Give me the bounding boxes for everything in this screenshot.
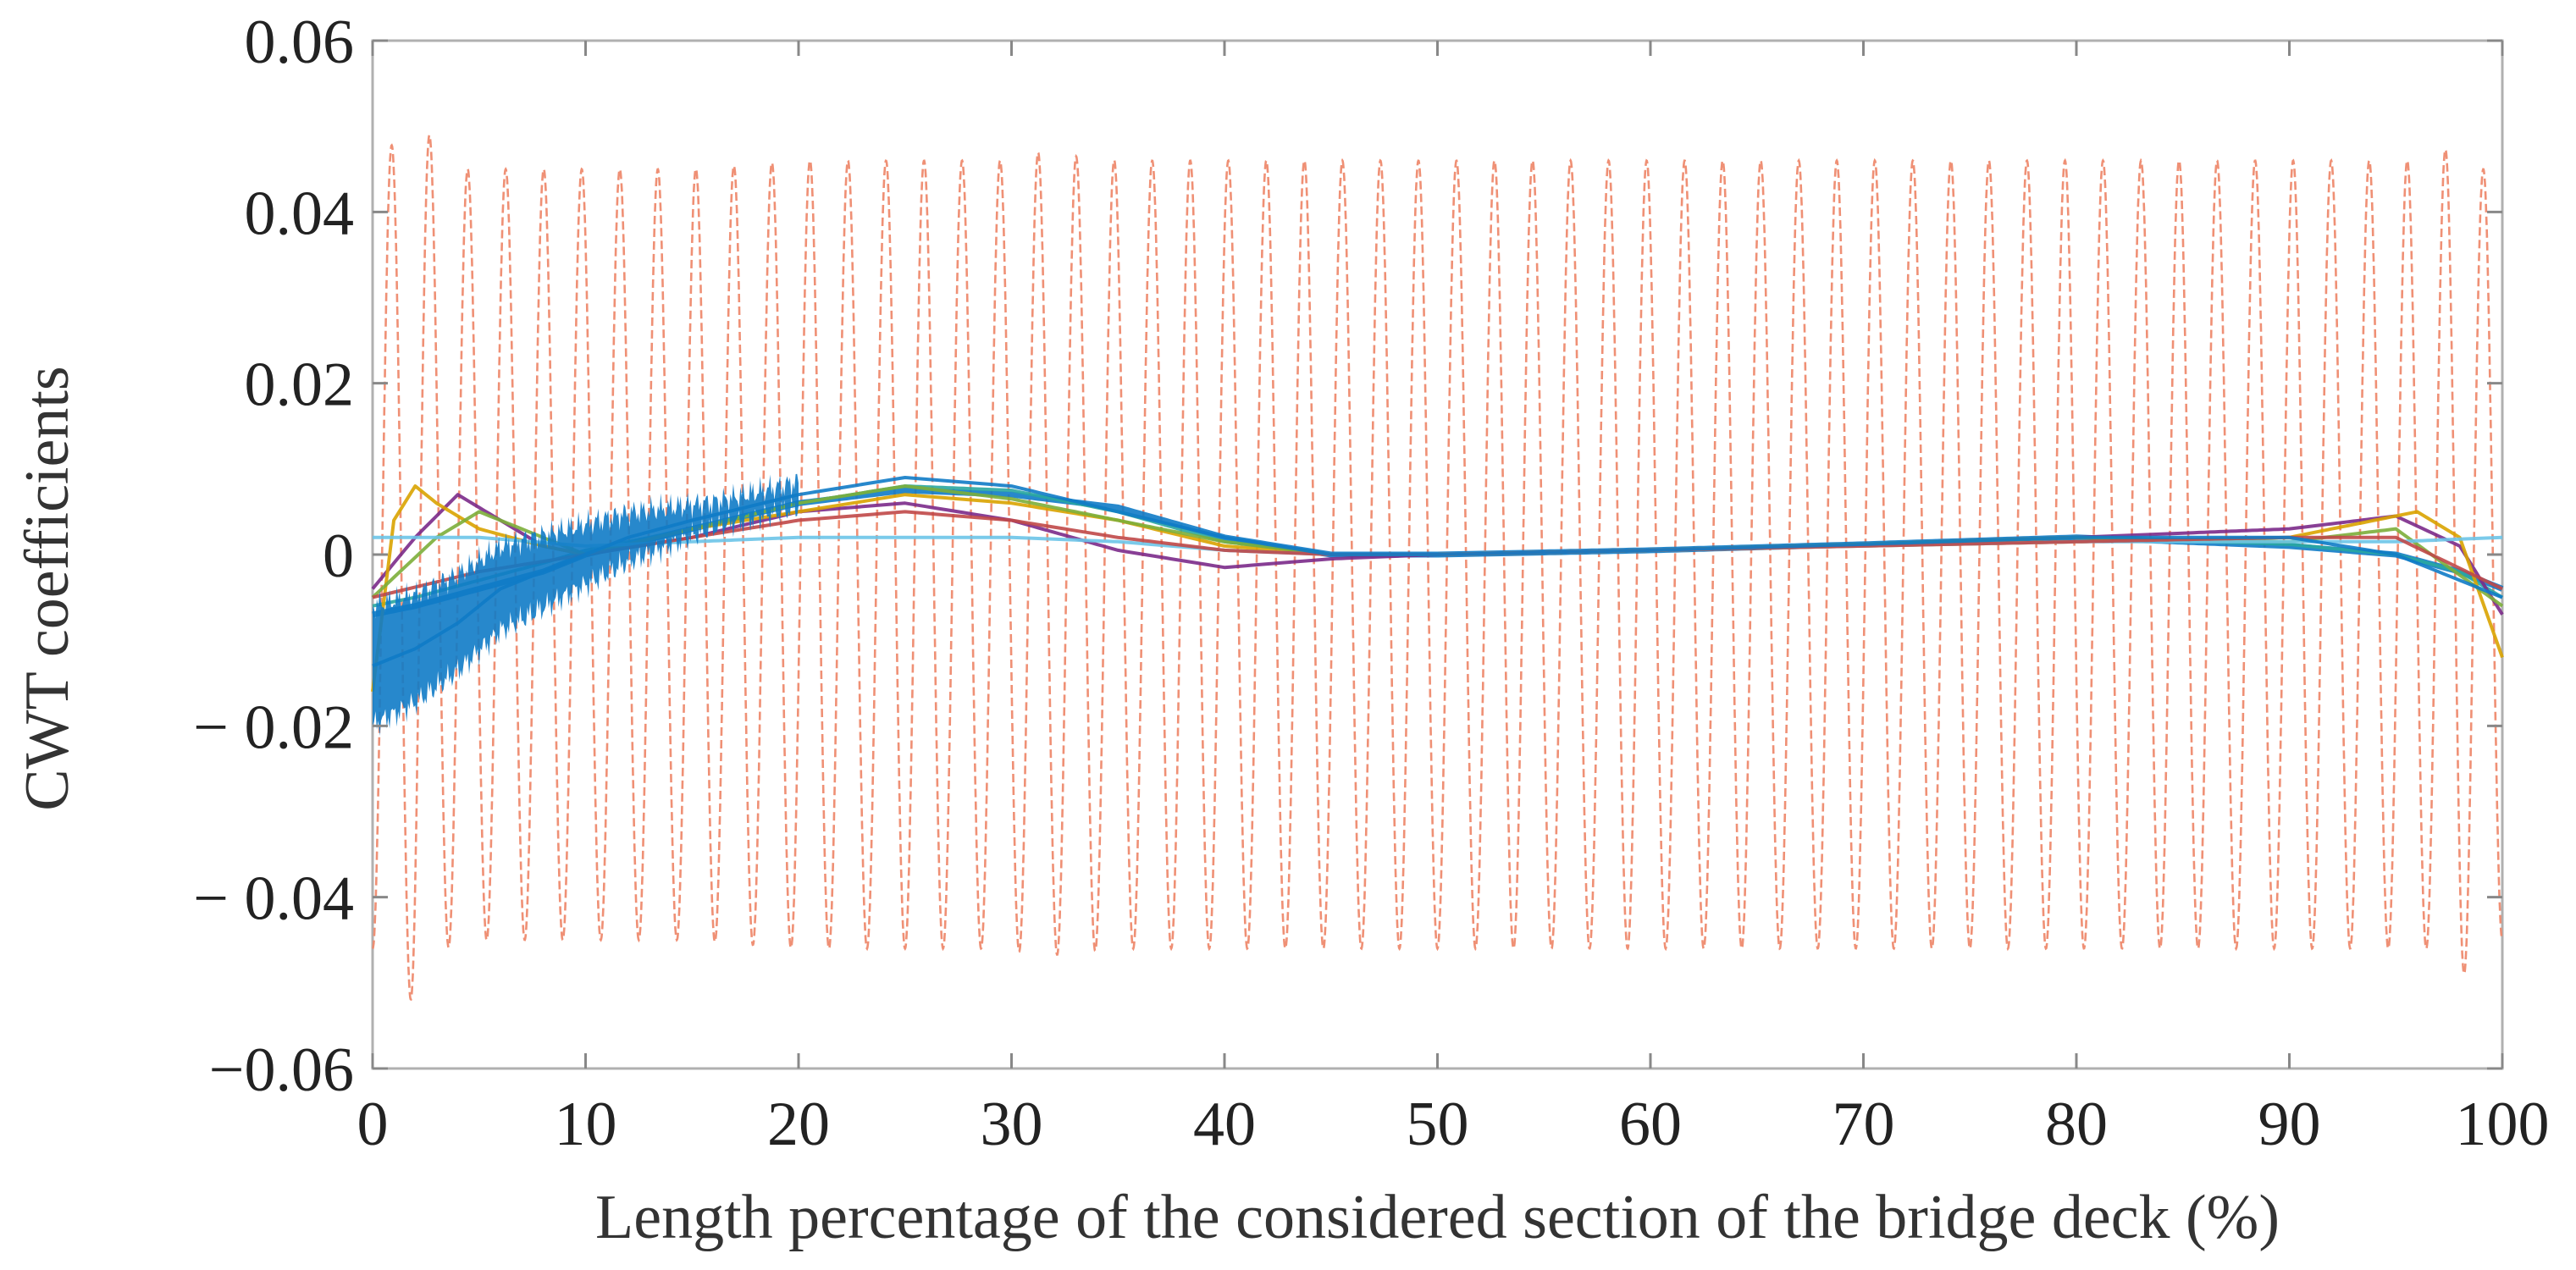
x-tick-label: 20	[767, 1090, 830, 1159]
series-line-cwt-8	[372, 476, 2503, 668]
y-tick-label: −0.06	[209, 1035, 354, 1105]
y-tick-label: 0.04	[245, 179, 355, 248]
series-line-oscillation	[371, 132, 2504, 1002]
series-line-cwt-4	[371, 484, 2504, 693]
x-tick-label: 40	[1193, 1090, 1256, 1159]
y-tick-labels: 0.06 0.04 0.02 0 − 0.02 − 0.04 −0.06	[193, 8, 354, 1105]
x-tick-label: 90	[2258, 1090, 2321, 1159]
y-tick-label: − 0.04	[193, 864, 354, 934]
x-tick-labels: 0 10 20 30 40 50 60 70 80 90 100	[357, 1090, 2550, 1159]
noise-band-layer	[373, 473, 799, 736]
y-tick-label: 0	[323, 522, 354, 591]
x-tick-label: 50	[1407, 1090, 1469, 1159]
x-axis-label: Length percentage of the considered sect…	[595, 1183, 2280, 1252]
series-line-cwt-5	[371, 484, 2504, 608]
y-axis-label: CWT coefficients	[13, 366, 82, 810]
y-tick-label: − 0.02	[193, 693, 354, 762]
x-tick-label: 10	[555, 1090, 617, 1159]
y-tick-label: 0.02	[245, 351, 355, 420]
x-tick-label: 100	[2456, 1090, 2550, 1159]
x-tick-label: 30	[981, 1090, 1043, 1159]
y-tick-label: 0.06	[245, 8, 355, 77]
series-line-cwt-1	[372, 487, 2504, 618]
x-tick-label: 70	[1832, 1090, 1895, 1159]
series-layer	[371, 132, 2504, 1002]
series-line-cwt-2	[372, 484, 2504, 608]
x-tick-label: 60	[1619, 1090, 1682, 1159]
series-band-noise	[373, 473, 799, 736]
x-tick-label: 80	[2045, 1090, 2108, 1159]
tick-layer	[371, 39, 2504, 1070]
x-tick-label: 0	[357, 1090, 389, 1159]
